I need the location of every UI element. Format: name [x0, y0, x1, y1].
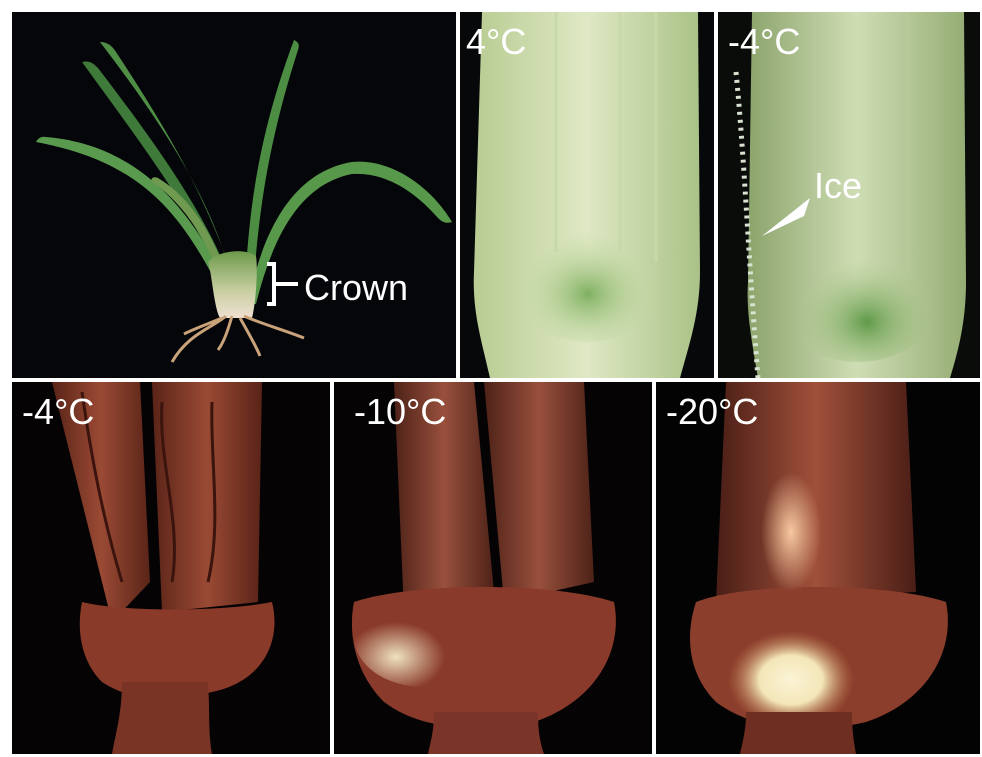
crown-bracket-icon	[267, 262, 298, 306]
ice-annotation: Ice	[814, 165, 863, 206]
crown-section-ice-image	[718, 12, 980, 378]
temperature-label: -20°C	[666, 391, 759, 432]
panel-minus10c-stained: -10°C	[334, 382, 652, 754]
seedling-image	[12, 12, 456, 378]
temperature-label: -10°C	[354, 391, 447, 432]
crown-annotation: Crown	[304, 267, 409, 308]
crown-section-green-image	[460, 12, 714, 378]
temperature-label: -4°C	[22, 391, 95, 432]
crown-section-severe-damage-image	[656, 382, 980, 754]
temperature-label: 4°C	[466, 21, 527, 62]
crown-section-stained-image	[12, 382, 330, 754]
panel-minus4c-ice: -4°C Ice	[718, 12, 980, 378]
temperature-label: -4°C	[728, 21, 801, 62]
ice-pointer-icon	[762, 198, 810, 236]
crown-section-damaged-image	[334, 382, 652, 754]
panel-4c-unfrozen: 4°C	[460, 12, 714, 378]
panel-seedling: Crown	[12, 12, 456, 378]
panel-minus4c-stained: -4°C	[12, 382, 330, 754]
panel-minus20c-stained: -20°C	[656, 382, 980, 754]
